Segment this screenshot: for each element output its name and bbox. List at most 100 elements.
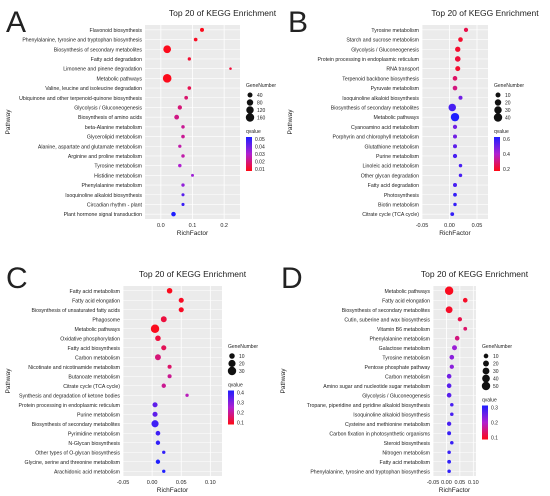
y-tick-label: Arachidonic acid metabolism	[54, 469, 120, 475]
size-legend-dot	[482, 374, 490, 383]
y-tick-label: Tropane, piperidine and pyridine alkaloi…	[307, 403, 431, 409]
data-point	[463, 27, 469, 32]
y-tick-label: Fatty acid biosynthesis	[68, 346, 121, 352]
color-legend-label: 0.4	[237, 391, 244, 397]
y-tick-label: Phenylalanine metabolism	[369, 336, 430, 342]
size-legend-label: 30	[505, 108, 511, 114]
data-point	[178, 297, 184, 303]
size-legend-label: 10	[493, 354, 499, 360]
y-tick-label: Metabolic pathways	[373, 115, 419, 121]
data-point	[458, 173, 463, 178]
panel-letter: B	[288, 6, 308, 39]
data-point	[150, 324, 160, 333]
color-legend-label: 0.2	[503, 167, 510, 173]
y-tick-label: Butanoate metabolism	[68, 374, 120, 380]
data-point	[452, 124, 458, 129]
data-point	[181, 134, 185, 139]
data-point	[447, 469, 451, 474]
color-legend-label: 0.01	[255, 167, 265, 173]
y-tick-label: Synthesis and degradation of ketone bodi…	[19, 393, 120, 399]
y-tick-label: Steroid biosynthesis	[384, 441, 431, 447]
panel-c: C Top 20 of KEGG Enrichment Fatty acid met…	[5, 262, 258, 494]
y-tick-label: Nicotinate and nicotinamide metabolism	[28, 365, 120, 371]
y-tick-label: Glycerolipid metabolism	[87, 135, 142, 141]
data-point	[162, 74, 172, 83]
x-tick-label: 0.05	[472, 223, 483, 229]
color-legend-label: 0.4	[503, 152, 510, 158]
y-tick-label: Carbon fixation in photosynthetic organi…	[329, 431, 430, 437]
x-axis-label: RichFactor	[157, 487, 189, 494]
data-point	[455, 46, 461, 52]
data-point	[166, 287, 173, 294]
color-legend-label: 0.03	[255, 152, 265, 158]
size-legend-label: 80	[257, 101, 263, 107]
color-legend-bar	[228, 390, 234, 425]
y-axis-label: Pathway	[287, 109, 294, 135]
y-tick-label: N-Glycan biosynthesis	[68, 441, 120, 447]
data-point	[453, 183, 457, 188]
panel-letter: C	[6, 262, 28, 295]
size-legend-dot	[494, 106, 502, 114]
plot-background	[422, 25, 488, 219]
data-point	[181, 183, 185, 187]
data-point	[154, 354, 161, 361]
y-tick-label: Vitamin B6 metabolism	[377, 327, 430, 333]
y-tick-label: Histidine metabolism	[94, 173, 142, 179]
data-point	[184, 95, 189, 100]
color-legend-label: 0.3	[237, 401, 244, 407]
y-tick-label: Flavonoid biosynthesis	[90, 28, 143, 34]
y-tick-label: Starch and sucrose metabolism	[346, 38, 419, 44]
x-tick-label: 0.10	[205, 480, 216, 486]
x-axis-label: RichFactor	[439, 230, 471, 237]
color-legend-label: 0.2	[237, 411, 244, 417]
x-tick-label: 0.00	[441, 480, 452, 486]
x-tick-label: 0.1	[189, 223, 197, 229]
y-tick-label: Phenylalanine, tyrosine and tryptophan b…	[310, 469, 430, 475]
y-tick-label: Isoquinoline alkaloid biosynthesis	[353, 412, 430, 418]
data-point	[193, 37, 198, 42]
color-legend-label: 0.05	[255, 137, 265, 143]
x-tick-label: -0.05	[427, 480, 440, 486]
y-tick-label: Tyrosine metabolism	[382, 355, 430, 361]
y-tick-label: Terpenoid backbone biosynthesis	[342, 76, 419, 82]
data-point	[181, 125, 185, 129]
y-tick-label: Biosynthesis of secondary metabolites	[32, 422, 121, 428]
y-tick-label: Glycine, serine and threonine metabolism	[25, 460, 120, 466]
data-point	[163, 45, 172, 54]
data-point	[450, 412, 454, 417]
y-tick-label: Biosynthesis of secondary metabolites	[342, 308, 431, 314]
y-tick-label: Glycolysis / Gluconeogenesis	[351, 47, 419, 53]
size-legend-title: GeneNumber	[228, 344, 258, 350]
color-legend-label: 0.1	[237, 421, 244, 427]
size-legend-label: 30	[239, 369, 245, 375]
data-point	[446, 383, 452, 389]
size-legend-dot	[482, 367, 490, 375]
data-point	[152, 411, 158, 417]
panel-letter: D	[281, 262, 303, 295]
data-point	[463, 326, 468, 331]
plot-background	[433, 286, 476, 476]
size-legend-dot	[495, 92, 501, 98]
color-legend-title: qvalue	[246, 129, 261, 135]
color-legend-title: qvalue	[494, 129, 509, 135]
data-point	[155, 440, 161, 445]
size-legend-dot	[493, 113, 503, 122]
data-point	[161, 345, 167, 351]
data-point	[178, 307, 184, 313]
data-point	[453, 202, 457, 207]
y-tick-label: Photosynthesis	[384, 193, 420, 199]
y-tick-label: Biosynthesis of amino acids	[78, 115, 142, 121]
size-legend-label: 40	[493, 377, 499, 383]
panel-b: B Top 20 of KEGG Enrichment Tyrosine metab…	[287, 6, 539, 237]
data-point	[177, 105, 182, 110]
y-tick-label: Cutin, suberine and wax biosynthesis	[344, 317, 430, 323]
y-tick-label: Citrate cycle (TCA cycle)	[362, 212, 419, 218]
data-point	[181, 202, 185, 207]
data-point	[454, 335, 460, 341]
y-tick-label: Metabolic pathways	[74, 327, 120, 333]
data-point	[453, 144, 457, 149]
data-point	[450, 440, 454, 445]
data-point	[161, 383, 166, 388]
y-tick-label: Purine metabolism	[376, 154, 419, 160]
data-point	[187, 57, 191, 61]
